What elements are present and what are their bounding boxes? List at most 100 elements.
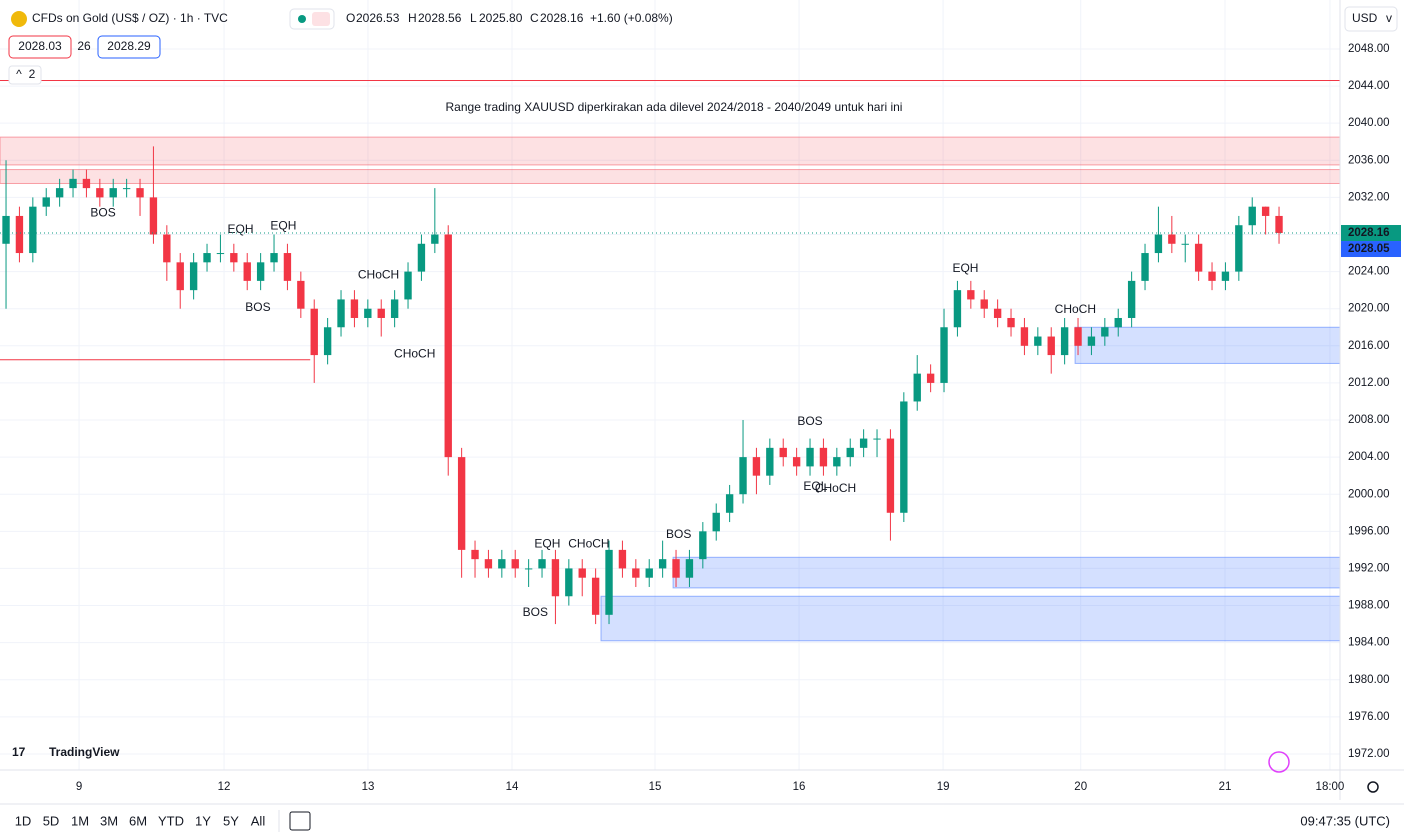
chart-title: Range trading XAUUSD diperkirakan ada di…	[446, 100, 903, 114]
candle-body	[1141, 253, 1149, 281]
y-tick-label: 1976.00	[1348, 711, 1390, 723]
ask: 2028.29	[107, 39, 151, 53]
status-dot	[298, 15, 306, 23]
spread: 26	[77, 39, 91, 53]
candle-body	[1020, 327, 1029, 346]
annotation: CHoCH	[815, 481, 856, 495]
indicators-toggle[interactable]	[8, 65, 42, 85]
y-tick-label: 1988.00	[1348, 600, 1390, 612]
symbol-logo	[11, 11, 27, 27]
alert-icon[interactable]	[1268, 751, 1290, 773]
annotation: CHoCH	[568, 536, 609, 550]
candle-body	[390, 299, 399, 318]
candle-body	[926, 373, 935, 383]
candle-body	[270, 253, 278, 263]
currency: USD	[1352, 11, 1378, 25]
candle-body	[323, 327, 332, 356]
candle-body	[457, 457, 466, 550]
candle-body	[618, 549, 627, 569]
o-value: 2026.53	[356, 11, 400, 25]
candle-body	[136, 188, 144, 198]
candle-body	[377, 308, 385, 318]
buy-button[interactable]	[97, 35, 161, 59]
h-label: H	[408, 11, 417, 25]
y-tick-label: 2000.00	[1348, 488, 1390, 500]
annotation: EQH	[534, 536, 560, 550]
l-value: 2025.80	[479, 11, 523, 25]
candle-body	[364, 308, 372, 318]
c-label: C	[530, 11, 539, 25]
range-button[interactable]: 1D	[15, 813, 32, 828]
candle-body	[1221, 271, 1230, 281]
annotation: EQH	[270, 218, 296, 232]
y-tick-label: 2032.00	[1348, 191, 1390, 203]
candle-body	[203, 253, 211, 263]
y-tick-label: 2004.00	[1348, 451, 1390, 463]
candle-body	[243, 262, 251, 281]
y-tick-label: 2012.00	[1348, 377, 1390, 389]
candle-body	[712, 512, 720, 532]
range-button[interactable]: 1M	[71, 813, 89, 828]
y-tick-label: 1972.00	[1348, 748, 1390, 760]
logo: TradingView	[49, 745, 120, 759]
candle-body	[122, 188, 131, 190]
range-button[interactable]: All	[251, 813, 266, 828]
zone	[0, 169, 1341, 184]
sell-button[interactable]	[8, 35, 72, 59]
candle-body	[886, 438, 895, 513]
y-tick-label: 2040.00	[1348, 117, 1390, 129]
settings-icon[interactable]	[1367, 781, 1379, 793]
candle-body	[176, 262, 184, 291]
candle-body	[578, 568, 586, 578]
candle-body	[993, 308, 1002, 318]
candle-body	[1235, 225, 1243, 272]
x-tick-label: 16	[793, 781, 806, 793]
candle-body	[417, 243, 426, 272]
candle-body	[337, 299, 345, 328]
y-tick-label: 1992.00	[1348, 562, 1390, 574]
candle-body	[42, 197, 50, 207]
range-button[interactable]: 3M	[100, 813, 118, 828]
annotation: CHoCH	[394, 346, 435, 360]
candle-body	[859, 438, 868, 448]
candle-body	[297, 280, 305, 309]
candle-body	[1168, 234, 1176, 244]
range-button[interactable]: YTD	[158, 813, 184, 828]
candle-body	[967, 290, 975, 300]
candle-body	[1060, 327, 1069, 356]
status-flag	[312, 12, 330, 26]
range-button[interactable]: 6M	[129, 813, 147, 828]
annotation: BOS	[90, 205, 115, 219]
x-tick-label: 13	[362, 781, 375, 793]
plot-area: Range trading XAUUSD diperkirakan ada di…	[0, 0, 1341, 770]
candle-body	[1248, 206, 1256, 226]
candle-body	[82, 178, 91, 189]
watermark: 17 TradingView	[12, 745, 120, 759]
currency-select[interactable]	[1344, 6, 1398, 32]
range-button[interactable]: 5D	[43, 813, 60, 828]
change: +1.60 (+0.08%)	[590, 11, 673, 25]
candle-body	[632, 568, 640, 578]
range-button[interactable]: 1Y	[195, 813, 211, 828]
candle-body	[980, 299, 988, 309]
zone	[0, 136, 1341, 166]
candle-body	[484, 559, 493, 569]
l-label: L	[470, 11, 477, 25]
date-range-icon[interactable]	[289, 811, 311, 831]
candle-body	[551, 559, 560, 597]
range-button[interactable]: 5Y	[223, 813, 239, 828]
x-tick-label: 14	[506, 781, 519, 793]
candle-body	[1127, 280, 1136, 318]
annotation: EQH	[228, 222, 254, 236]
x-tick-label: 19	[937, 781, 950, 793]
toolbar: 09:47:35 (UTC) 1D 5D 1M 3M 6M YTD 1Y 5Y All	[15, 810, 1390, 832]
zone	[1074, 326, 1341, 364]
candle-body	[256, 262, 265, 281]
candle-body	[792, 457, 801, 467]
indicators-count: 2	[29, 67, 36, 81]
y-tick-label: 2044.00	[1348, 80, 1390, 92]
candle-body	[846, 447, 854, 458]
candle-body	[605, 549, 613, 615]
candle-body	[699, 531, 707, 560]
